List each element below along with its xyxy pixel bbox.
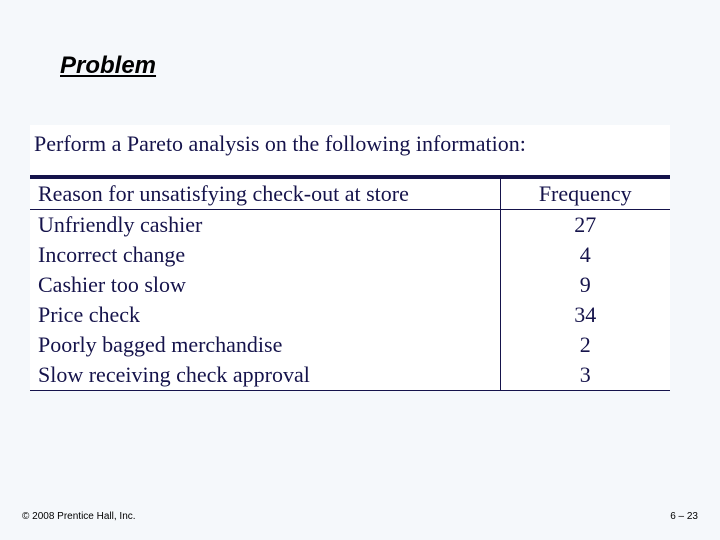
cell-reason: Incorrect change — [30, 240, 500, 270]
col-header-frequency: Frequency — [500, 179, 670, 209]
table-row: Poorly bagged merchandise 2 — [30, 330, 670, 360]
instruction-text: Perform a Pareto analysis on the followi… — [30, 125, 670, 175]
cell-reason: Slow receiving check approval — [30, 360, 500, 390]
cell-reason: Unfriendly cashier — [30, 210, 500, 240]
table-row: Price check 34 — [30, 300, 670, 330]
table-bottom-rule — [30, 390, 670, 391]
table-row: Incorrect change 4 — [30, 240, 670, 270]
cell-frequency: 9 — [500, 270, 670, 300]
cell-frequency: 2 — [500, 330, 670, 360]
cell-frequency: 3 — [500, 360, 670, 390]
col-header-reason: Reason for unsatisfying check-out at sto… — [30, 179, 500, 209]
cell-reason: Price check — [30, 300, 500, 330]
cell-reason: Cashier too slow — [30, 270, 500, 300]
slide-title: Problem — [60, 52, 156, 80]
cell-frequency: 34 — [500, 300, 670, 330]
footer-page-number: 6 – 23 — [670, 511, 698, 522]
table-header-row: Reason for unsatisfying check-out at sto… — [30, 179, 670, 209]
table-row: Cashier too slow 9 — [30, 270, 670, 300]
cell-frequency: 4 — [500, 240, 670, 270]
pareto-table-body: Unfriendly cashier 27 Incorrect change 4… — [30, 210, 670, 390]
table-row: Slow receiving check approval 3 — [30, 360, 670, 390]
content-panel: Perform a Pareto analysis on the followi… — [30, 125, 670, 391]
pareto-table: Reason for unsatisfying check-out at sto… — [30, 179, 670, 209]
footer-copyright: © 2008 Prentice Hall, Inc. — [22, 511, 136, 522]
cell-frequency: 27 — [500, 210, 670, 240]
cell-reason: Poorly bagged merchandise — [30, 330, 500, 360]
table-row: Unfriendly cashier 27 — [30, 210, 670, 240]
slide: Problem Perform a Pareto analysis on the… — [0, 0, 720, 540]
